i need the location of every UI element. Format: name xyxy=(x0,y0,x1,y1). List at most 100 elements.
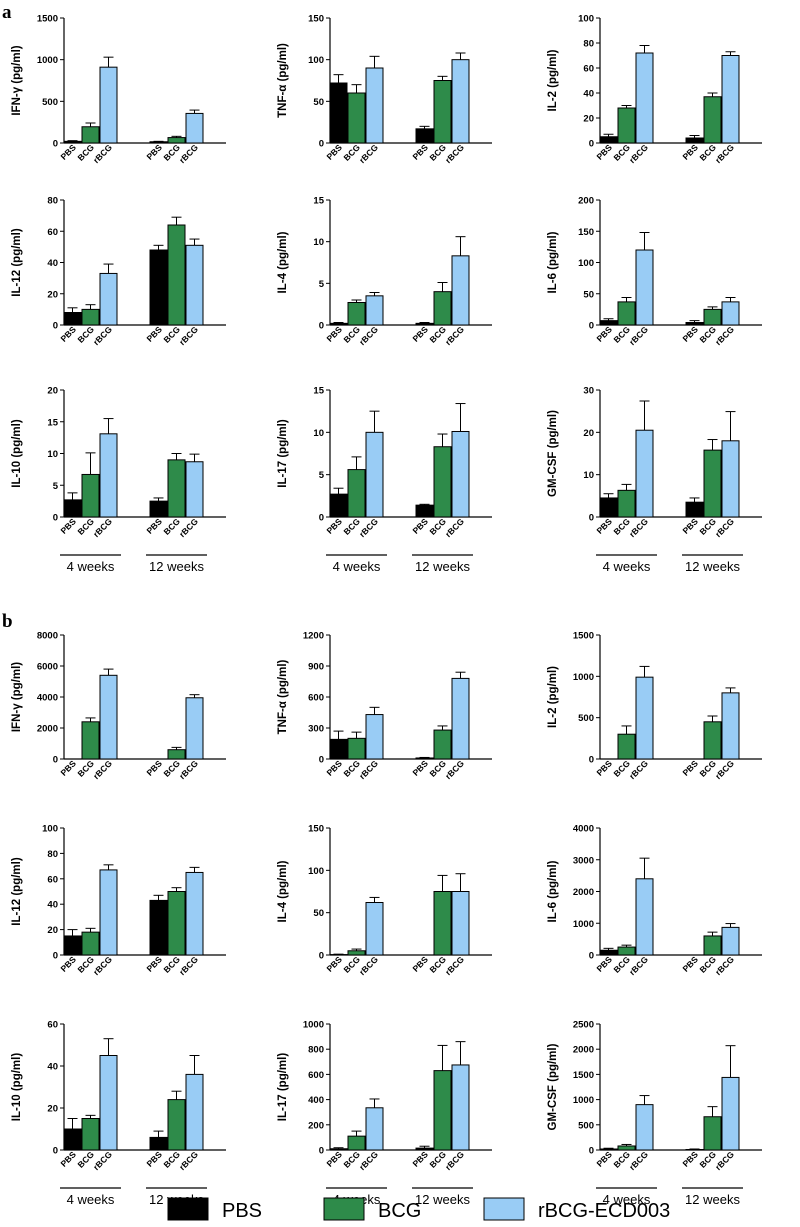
significance-label: ** xyxy=(621,0,632,3)
bar-bcg-4-weeks xyxy=(617,489,636,518)
y-tick-label: 5 xyxy=(319,470,325,481)
legend-item-pbs: PBS xyxy=(167,1197,262,1222)
bar-bcg-4-weeks xyxy=(347,302,366,326)
significance-label: * xyxy=(345,0,351,3)
bar-bcg-4-weeks xyxy=(347,469,366,518)
bar-bcg-12-weeks xyxy=(433,291,452,326)
x-tick-label: PBS xyxy=(680,1149,700,1169)
y-tick-label: 15 xyxy=(47,417,58,428)
y-tick-label: 100 xyxy=(308,55,324,66)
bar-bcg-4-weeks xyxy=(347,1135,366,1151)
bar-bcg-4-weeks xyxy=(81,1118,100,1151)
y-tick-label: 200 xyxy=(578,196,594,207)
bar-rbcg-12-weeks xyxy=(185,871,204,956)
x-tick-label: PBS xyxy=(324,758,344,778)
y-tick-label: 0 xyxy=(319,139,324,150)
bar-pbs-4-weeks xyxy=(329,738,348,760)
bar-bcg-12-weeks xyxy=(703,935,722,956)
y-tick-label: 20 xyxy=(583,428,594,439)
panel-label-a: a xyxy=(2,2,12,23)
significance-label: ** xyxy=(630,0,641,3)
bar-rbcg-4-weeks xyxy=(99,1055,118,1151)
bar-rbcg-12-weeks xyxy=(185,244,204,326)
legend-label-bcg: BCG xyxy=(378,1200,421,1222)
x-tick-label: PBS xyxy=(58,142,78,162)
significance-label: * xyxy=(88,0,94,3)
x-tick-label: PBS xyxy=(144,516,164,536)
y-axis-label: IL-6 (pg/ml) xyxy=(547,860,559,922)
x-tick-label: rBCG xyxy=(91,1149,114,1172)
bar-bcg-12-weeks xyxy=(167,749,186,760)
bar-rbcg-4-weeks xyxy=(99,272,118,326)
y-tick-label: 1500 xyxy=(573,1070,594,1081)
y-tick-label: 40 xyxy=(583,89,594,100)
bar-pbs-4-weeks xyxy=(329,493,348,518)
y-tick-label: 80 xyxy=(583,39,594,50)
x-tick-label: rBCG xyxy=(357,516,380,539)
bar-bcg-12-weeks xyxy=(433,891,452,956)
significance-label: ** xyxy=(85,0,96,3)
x-tick-label: rBCG xyxy=(91,516,114,539)
group-label-12-weeks: 12 weeks xyxy=(685,559,740,574)
y-tick-label: 20 xyxy=(47,1104,58,1115)
bar-pbs-12-weeks xyxy=(415,322,434,326)
x-tick-label: rBCG xyxy=(357,758,380,781)
x-tick-label: PBS xyxy=(680,142,700,162)
x-tick-label: PBS xyxy=(144,324,164,344)
y-tick-label: 80 xyxy=(47,849,58,860)
x-tick-label: PBS xyxy=(594,954,614,974)
y-axis-label: IL-2 (pg/ml) xyxy=(547,666,559,728)
x-tick-label: rBCG xyxy=(627,516,650,539)
significance-label: * xyxy=(633,0,639,3)
y-axis-label: IL-12 (pg/ml) xyxy=(11,857,23,926)
x-tick-label: rBCG xyxy=(177,1149,200,1172)
bar-pbs-12-weeks xyxy=(149,500,168,518)
bar-bcg-12-weeks xyxy=(167,137,186,144)
bar-rbcg-4-weeks xyxy=(365,295,384,326)
bar-rbcg-12-weeks xyxy=(721,55,740,144)
bar-rbcg-4-weeks xyxy=(99,66,118,144)
x-tick-label: rBCG xyxy=(713,324,736,347)
y-axis-label: IL-10 (pg/ml) xyxy=(11,1053,23,1122)
bar-rbcg-12-weeks xyxy=(185,1073,204,1151)
bar-bcg-12-weeks xyxy=(167,459,186,518)
bar-pbs-12-weeks xyxy=(149,141,168,144)
significance-label: * xyxy=(97,0,103,3)
x-tick-label: rBCG xyxy=(627,142,650,165)
y-axis-label: IL-6 (pg/ml) xyxy=(547,231,559,293)
y-tick-label: 40 xyxy=(47,258,58,269)
y-tick-label: 1500 xyxy=(573,631,594,642)
bar-rbcg-12-weeks xyxy=(451,891,470,956)
significance-label: ** xyxy=(171,0,182,3)
bar-bcg-4-weeks xyxy=(347,737,366,760)
bar-bcg-12-weeks xyxy=(433,80,452,144)
x-tick-label: rBCG xyxy=(357,1149,380,1172)
y-tick-label: 5 xyxy=(319,279,325,290)
significance-label: ** xyxy=(171,0,182,3)
y-tick-label: 80 xyxy=(47,196,58,207)
legend-label-pbs: PBS xyxy=(222,1200,262,1222)
group-label-12-weeks: 12 weeks xyxy=(415,559,470,574)
bar-rbcg-12-weeks xyxy=(721,301,740,326)
y-tick-label: 500 xyxy=(578,1120,594,1131)
bar-pbs-12-weeks xyxy=(685,1148,704,1151)
bar-rbcg-12-weeks xyxy=(451,430,470,518)
y-tick-label: 0 xyxy=(319,755,324,766)
y-tick-label: 20 xyxy=(47,289,58,300)
bar-bcg-4-weeks xyxy=(347,92,366,144)
x-tick-label: PBS xyxy=(144,1149,164,1169)
legend-label-rbcg-ecd003: rBCG-ECD003 xyxy=(538,1200,670,1222)
significance-label: ** xyxy=(162,0,173,3)
significance-label: * xyxy=(633,0,639,3)
bar-rbcg-4-weeks xyxy=(365,714,384,760)
y-tick-label: 2000 xyxy=(573,1045,594,1056)
x-tick-label: rBCG xyxy=(177,758,200,781)
y-tick-label: 1000 xyxy=(37,55,58,66)
significance-label: ** xyxy=(630,0,641,3)
x-tick-label: rBCG xyxy=(91,142,114,165)
bar-bcg-12-weeks xyxy=(167,224,186,326)
y-tick-label: 1000 xyxy=(573,672,594,683)
panel-label-b: b xyxy=(2,611,13,632)
y-tick-label: 1500 xyxy=(37,14,58,25)
